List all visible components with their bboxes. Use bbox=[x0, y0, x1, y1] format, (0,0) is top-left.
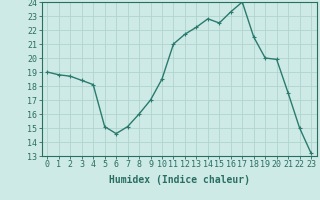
X-axis label: Humidex (Indice chaleur): Humidex (Indice chaleur) bbox=[109, 175, 250, 185]
